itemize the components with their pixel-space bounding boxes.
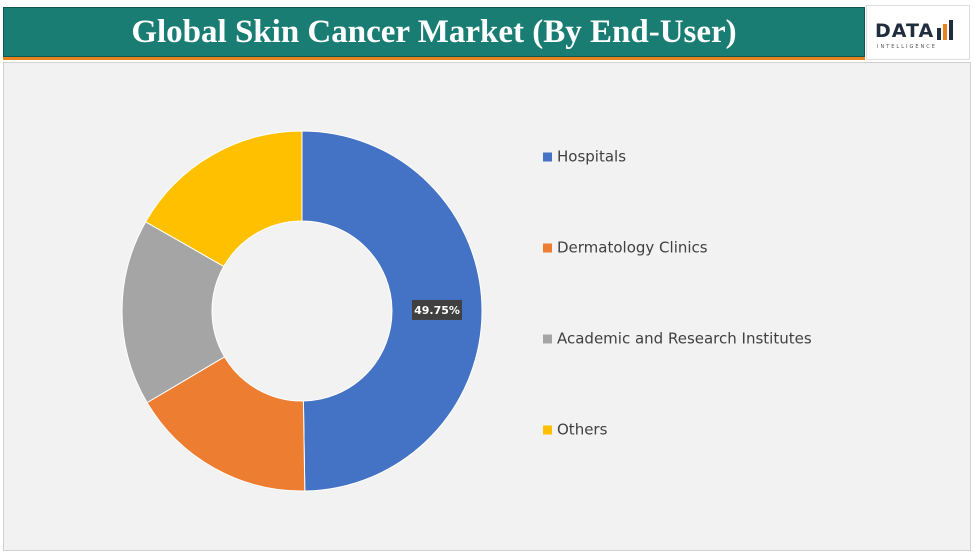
legend-swatch xyxy=(543,334,552,344)
logo-tagline: INTELLIGENCE xyxy=(877,44,937,50)
title-underline xyxy=(3,57,865,60)
data-label-bg xyxy=(411,299,462,320)
title: Global Skin Cancer Market (By End-User) xyxy=(131,14,737,50)
logo-name: DATA xyxy=(875,20,935,42)
donut-segment xyxy=(121,221,226,404)
donut-segment xyxy=(301,130,483,492)
legend-swatch xyxy=(543,152,552,162)
legend-swatch xyxy=(543,243,552,253)
legend-label: Dermatology Clinics xyxy=(557,239,708,257)
donut-segment xyxy=(144,130,303,268)
logo: DATA INTELLIGENCE xyxy=(866,5,970,60)
donut-segment xyxy=(146,356,306,492)
title-bar: Global Skin Cancer Market (By End-User) xyxy=(3,7,865,57)
legend-label: Hospitals xyxy=(557,148,626,166)
legend-label: Academic and Research Institutes xyxy=(557,330,812,348)
legend-label: Others xyxy=(557,421,608,439)
data-label: 49.75% xyxy=(414,304,460,317)
logo-bars xyxy=(937,20,953,40)
legend-swatch xyxy=(543,425,552,435)
